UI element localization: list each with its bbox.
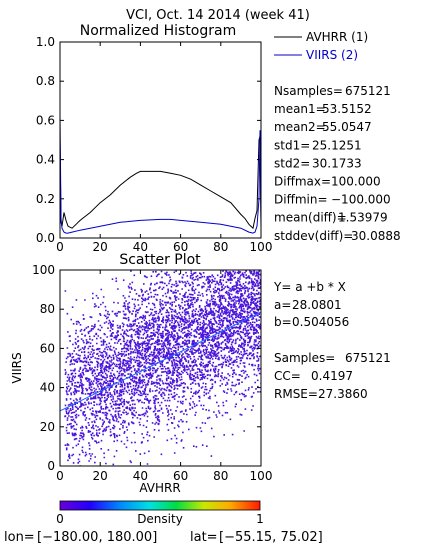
scatter-x-tick-label: 60 (173, 469, 188, 483)
scatter-x-tick-label: 40 (133, 469, 148, 483)
colorbar-min-label: 0 (56, 512, 64, 526)
scatter-x-ticks: 0 20 40 60 80 100 (56, 270, 272, 483)
stat-value: 675121 (345, 84, 391, 98)
rmse-label: RMSE= (274, 387, 318, 401)
lon-value: [−180.00, 180.00] (37, 530, 157, 545)
stat-label: mean(diff)= (274, 211, 347, 225)
stat-value: 30.0888 (351, 229, 401, 243)
stat-label: std2= (274, 156, 310, 170)
histogram-chart: Normalized Histogram 0.00.20.40.60.81.0 … (36, 23, 273, 254)
scatter-y-tick-label: 40 (40, 381, 55, 395)
statistics-block: Nsamples= 675121 mean1=53.5152 mean2=55.054… (274, 84, 401, 243)
scatter-x-tick-label: 0 (56, 469, 64, 483)
histogram-x-ticks: 0 20 40 60 80 100 (56, 42, 272, 254)
histogram-frame (59, 41, 262, 239)
regression-a-value: 28.0801 (292, 298, 342, 312)
regression-a-label: a= (274, 298, 291, 312)
lon-label: lon= (4, 530, 35, 545)
histogram-line-avhrr (60, 135, 261, 230)
lat-label: lat= (190, 530, 218, 545)
scatter-y-axis-label: VIIRS (10, 352, 24, 383)
cc-label: CC= (274, 369, 301, 383)
histogram-title: Normalized Histogram (80, 23, 236, 39)
stat-value: 1.53979 (338, 211, 388, 225)
stat-value: −100.000 (331, 193, 391, 207)
scatter-x-axis-label: AVHRR (139, 481, 180, 495)
stat-value: 100.000 (331, 175, 381, 189)
stat-label: mean1= (274, 102, 326, 116)
histogram-x-tick-label: 0 (56, 240, 64, 254)
samples-label: Samples= (274, 351, 335, 365)
scatter-frame (59, 269, 262, 467)
stat-label: std1= (274, 138, 310, 152)
regression-b-value: 0.504056 (292, 315, 349, 329)
histogram-legend: AVHRR (1) VIIRS (2) (274, 30, 368, 62)
histogram-y-tick-label: 0.2 (36, 192, 55, 206)
scatter-x-tick-label: 100 (250, 469, 273, 483)
histogram-y-tick-label: 0.0 (36, 231, 55, 245)
histogram-x-tick-label: 80 (213, 240, 228, 254)
histogram-y-tick-label: 1.0 (36, 35, 55, 49)
scatter-y-tick-label: 100 (32, 263, 55, 277)
scatter-points (64, 270, 261, 466)
regression-block: Y= a +b * X a= 28.0801 b= 0.504056 Sampl… (273, 280, 391, 401)
stat-value: 55.0547 (322, 120, 372, 134)
stat-label: Diffmin= (274, 193, 328, 207)
scatter-y-ticks: 0 20 40 60 80 100 (32, 263, 261, 473)
stat-value: 30.1733 (312, 156, 362, 170)
stat-value: 53.5152 (322, 102, 372, 116)
histogram-x-tick-label: 100 (250, 240, 273, 254)
scatter-y-tick-label: 80 (40, 302, 55, 316)
histogram-x-tick-label: 40 (133, 240, 148, 254)
coordinate-footer: lon= [−180.00, 180.00] lat= [−55.15, 75.… (4, 530, 323, 545)
histogram-series (60, 114, 261, 234)
histogram-x-tick-label: 60 (173, 240, 188, 254)
colorbar-gradient (59, 500, 261, 511)
stat-value: 25.1251 (312, 138, 362, 152)
stat-label: Nsamples= (274, 84, 343, 98)
scatter-y-tick-label: 20 (40, 420, 55, 434)
scatter-y-tick-label: 60 (40, 341, 55, 355)
rmse-value: 27.3860 (318, 387, 368, 401)
histogram-y-tick-label: 0.8 (36, 74, 55, 88)
stat-label: mean2= (274, 120, 326, 134)
colorbar-max-label: 1 (256, 512, 264, 526)
histogram-y-ticks: 0.0 0.2 0.4 0.6 0.8 1.0 (36, 35, 261, 245)
histogram-y-tick-label: 0.6 (36, 113, 55, 127)
samples-value: 675121 (345, 351, 391, 365)
histogram-y-tick-label: 0.4 (36, 153, 55, 167)
scatter-point-cloud (64, 270, 261, 466)
density-colorbar: 0 Density 1 (56, 500, 264, 526)
lat-value: [−55.15, 75.02] (219, 530, 323, 545)
colorbar-title: Density (137, 512, 183, 526)
scatter-title: Scatter Plot (119, 252, 201, 268)
scatter-chart: Scatter Plot 0 20 40 60 80 100 0 20 40 60 80 100 A… (10, 252, 272, 495)
regression-fit-line (60, 311, 261, 412)
legend-label-avhrr: AVHRR (1) (306, 30, 368, 44)
histogram-line-viirs (60, 114, 261, 234)
histogram-x-tick-label: 20 (93, 240, 108, 254)
scatter-x-tick-label: 20 (93, 469, 108, 483)
legend-label-viirs: VIIRS (2) (306, 48, 358, 62)
stat-label: Diffmax= (274, 175, 331, 189)
regression-equation: Y= a +b * X (273, 280, 346, 294)
scatter-y-tick-label: 0 (47, 459, 55, 473)
stat-label: stddev(diff)= (274, 229, 353, 243)
regression-b-label: b= (274, 315, 292, 329)
scatter-x-tick-label: 80 (213, 469, 228, 483)
figure-title: VCI, Oct. 14 2014 (week 41) (126, 8, 310, 23)
cc-value: 0.4197 (311, 369, 353, 383)
